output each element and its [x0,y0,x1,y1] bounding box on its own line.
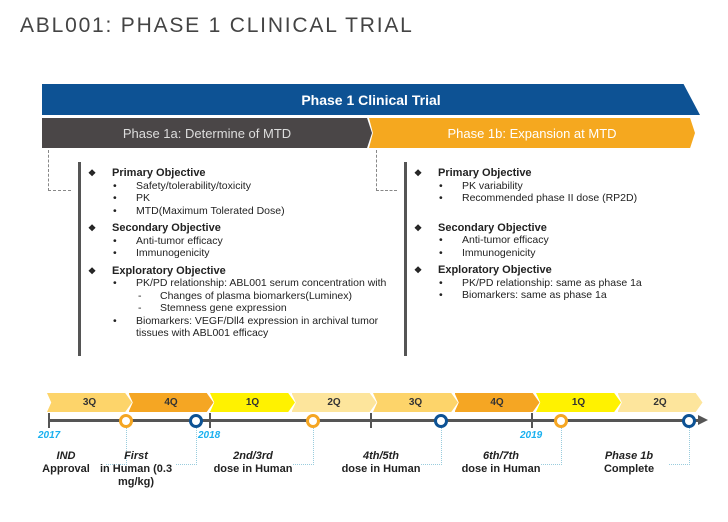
tick [531,413,533,428]
milestone-leader [541,428,562,465]
quarter-segment: 2Q [617,393,703,412]
divider-1a [78,162,81,356]
milestone-leader [669,428,690,465]
quarter-segment: 4Q [128,393,214,412]
milestone-desc: dose in Human [213,463,293,475]
connector-1a [48,150,71,191]
phase1b-objectives: Primary Objective PK variability Recomme… [414,162,714,302]
milestone-label: 6th/7th dose in Human [461,450,541,476]
milestone-title: 2nd/3rd [233,450,273,462]
quarter-segment: 2Q [291,393,377,412]
quarter-segment: 4Q [454,393,540,412]
list-item: Biomarkers: same as phase 1a [438,289,714,302]
milestone-marker [682,414,696,428]
page-title: ABL001: PHASE 1 CLINICAL TRIAL [20,14,414,37]
milestone-title: 6th/7th [482,450,520,462]
secondary-objective-heading: Secondary Objective [88,222,408,235]
milestone-marker [306,414,320,428]
list-item: Safety/tolerability/toxicity [112,180,408,193]
timeline-axis [48,419,700,422]
phase1b-header: Phase 1b: Expansion at MTD [369,118,695,148]
secondary-objective-heading: Secondary Objective [414,222,714,235]
list-item: Anti-tumor efficacy [112,235,408,248]
milestone-leader [293,428,314,465]
milestone-desc: in Human (0.3 mg/kg) [99,463,173,488]
milestone-marker [119,414,133,428]
list-item: Biomarkers: VEGF/Dll4 expression in arch… [112,315,396,340]
phase1a-objectives: Primary Objective Safety/tolerability/to… [88,162,408,340]
milestone-title: IND [56,450,76,462]
list-item: Recommended phase II dose (RP2D) [438,192,714,205]
exploratory-objective-heading: Exploratory Objective [88,265,408,278]
tick [370,413,372,428]
primary-objective-heading: Primary Objective [88,167,408,180]
milestone-title: 4th/5th [362,450,400,462]
milestone-label: IND Approval [26,450,106,476]
milestone-label: First in Human (0.3 mg/kg) [96,450,176,489]
quarter-segment: 3Q [373,393,458,412]
list-item: Immunogenicity [438,247,714,260]
milestone-label: Phase 1b Complete [589,450,669,476]
list-item: PK [112,192,408,205]
milestone-desc: Approval [42,463,90,475]
milestone-desc: Complete [603,463,655,475]
milestone-leader [176,428,197,465]
milestone-label: 2nd/3rd dose in Human [213,450,293,476]
milestone-marker [189,414,203,428]
list-item: PK variability [438,180,714,193]
milestone-leader [421,428,442,465]
tick [48,413,50,428]
year-label: 2018 [198,430,221,441]
milestone-title: First [124,450,148,462]
list-item: Anti-tumor efficacy [438,234,714,247]
list-item: PK/PD relationship: same as phase 1a [438,277,714,290]
phase1-banner: Phase 1 Clinical Trial [42,84,700,115]
primary-objective-heading: Primary Objective [414,167,714,180]
year-label: 2019 [520,430,543,441]
tick [209,413,211,428]
milestone-desc: dose in Human [461,463,541,475]
list-item: PK/PD relationship: ABL001 serum concent… [112,277,408,290]
milestone-title: Phase 1b [604,450,654,462]
sub-list-item: Stemness gene expression [136,302,408,315]
milestone-marker [434,414,448,428]
milestone-label: 4th/5th dose in Human [341,450,421,476]
quarter-segment: 1Q [536,393,621,412]
quarter-segment: 3Q [47,393,132,412]
list-item: Immunogenicity [112,247,408,260]
milestone-desc: dose in Human [341,463,421,475]
milestone-marker [554,414,568,428]
year-label: 2017 [38,430,61,441]
list-item: MTD(Maximum Tolerated Dose) [112,205,408,218]
milestone-leader [106,428,127,465]
quarter-segment: 1Q [210,393,295,412]
phase1a-header: Phase 1a: Determine of MTD [42,118,372,148]
arrow-head-icon [698,415,708,425]
sub-list-item: Changes of plasma biomarkers(Luminex) [136,290,408,303]
exploratory-objective-heading: Exploratory Objective [414,264,714,277]
